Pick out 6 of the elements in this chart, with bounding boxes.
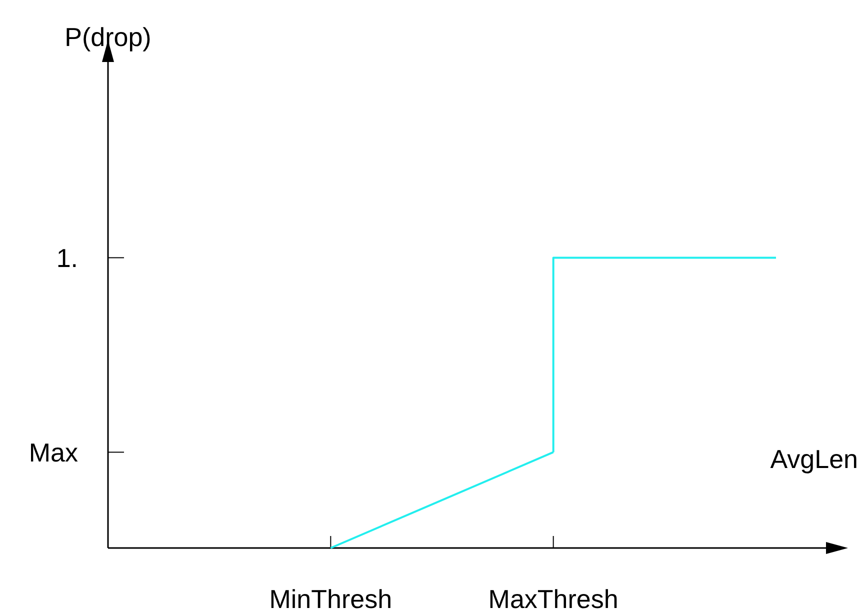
text: 1.	[56, 242, 78, 273]
x-tick-label: MinThresh	[269, 584, 392, 614]
text: Max	[28, 437, 78, 468]
x-tick-label: MaxThresh	[488, 584, 618, 614]
x-axis-title: AvgLen	[770, 444, 858, 474]
text: P(drop)	[64, 22, 152, 52]
